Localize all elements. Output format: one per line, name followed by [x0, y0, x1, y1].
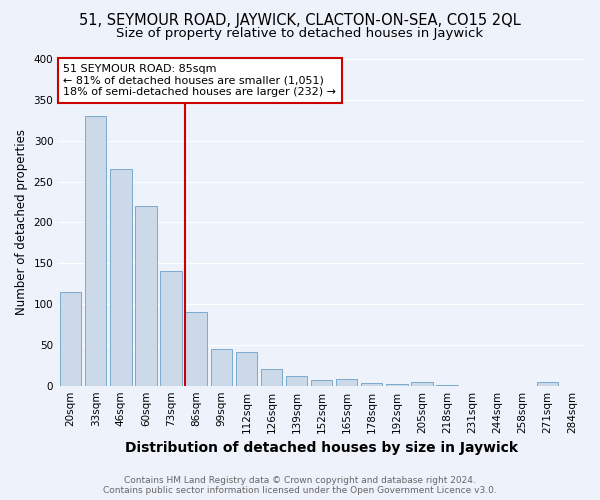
Bar — [537, 382, 558, 386]
Bar — [436, 385, 458, 386]
Bar — [286, 376, 307, 386]
Bar — [85, 116, 106, 386]
Bar — [60, 292, 82, 386]
Bar — [136, 206, 157, 386]
Bar — [211, 349, 232, 386]
Text: 51 SEYMOUR ROAD: 85sqm
← 81% of detached houses are smaller (1,051)
18% of semi-: 51 SEYMOUR ROAD: 85sqm ← 81% of detached… — [64, 64, 337, 97]
Text: 51, SEYMOUR ROAD, JAYWICK, CLACTON-ON-SEA, CO15 2QL: 51, SEYMOUR ROAD, JAYWICK, CLACTON-ON-SE… — [79, 12, 521, 28]
Bar — [110, 170, 131, 386]
X-axis label: Distribution of detached houses by size in Jaywick: Distribution of detached houses by size … — [125, 441, 518, 455]
Bar — [336, 379, 358, 386]
Bar — [386, 384, 407, 386]
Y-axis label: Number of detached properties: Number of detached properties — [15, 130, 28, 316]
Bar — [160, 272, 182, 386]
Text: Contains HM Land Registry data © Crown copyright and database right 2024.
Contai: Contains HM Land Registry data © Crown c… — [103, 476, 497, 495]
Text: Size of property relative to detached houses in Jaywick: Size of property relative to detached ho… — [116, 28, 484, 40]
Bar — [311, 380, 332, 386]
Bar — [361, 383, 382, 386]
Bar — [411, 382, 433, 386]
Bar — [261, 368, 282, 386]
Bar — [236, 352, 257, 386]
Bar — [185, 312, 207, 386]
